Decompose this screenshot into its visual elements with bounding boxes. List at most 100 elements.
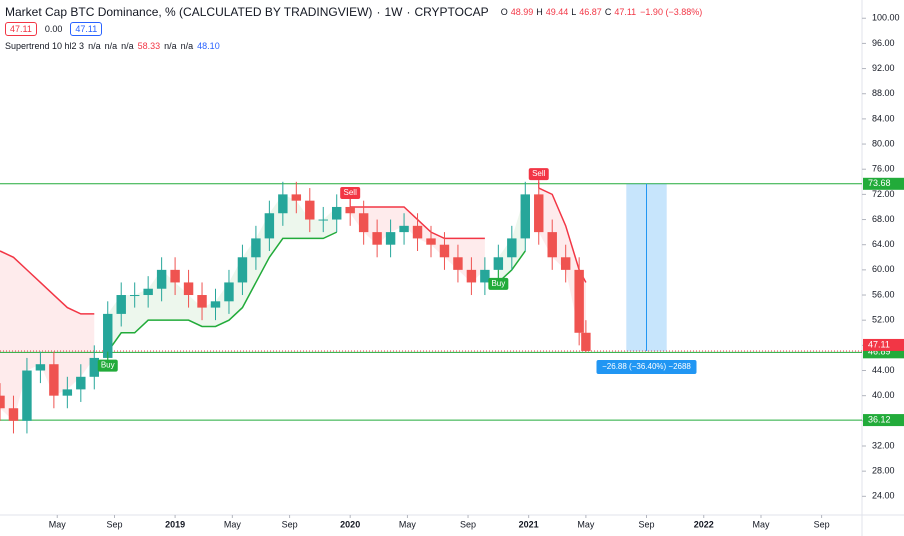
indicator-name[interactable]: Supertrend 10 hl2 3 <box>5 40 85 51</box>
candle-body <box>197 295 207 308</box>
candle-body <box>156 269 167 289</box>
candle-body <box>534 194 544 233</box>
candle-body <box>305 200 315 220</box>
level-tag <box>863 414 904 427</box>
candle-body <box>560 257 571 270</box>
indicator-value: n/a <box>104 40 118 51</box>
y-tick-label: 28.00 <box>872 466 895 476</box>
ohlc-value: 48.99 <box>510 6 534 17</box>
candle-body <box>332 206 342 220</box>
x-tick-label: 2021 <box>519 519 539 529</box>
candle-body <box>210 301 221 308</box>
x-tick-label: May <box>577 519 595 529</box>
price-axis <box>862 0 904 536</box>
candle-body <box>143 288 153 296</box>
candle-body <box>8 408 19 421</box>
candle-body <box>574 269 584 333</box>
candle-body <box>89 357 99 377</box>
candle-body <box>170 269 180 283</box>
ohlc-value: 47.11 <box>614 6 637 17</box>
candle-body <box>103 313 113 358</box>
chart-title: Market Cap BTC Dominance, % (CALCULATED … <box>5 4 373 19</box>
x-tick-label: 2019 <box>165 519 185 529</box>
y-tick-label: 60.00 <box>872 264 895 274</box>
indicator-value: n/a <box>180 40 194 51</box>
signal-box <box>528 168 549 181</box>
trend-fill <box>0 250 95 421</box>
interval[interactable]: 1W <box>384 4 403 19</box>
y-tick-label: 72.00 <box>872 189 895 199</box>
candle-body <box>62 389 73 396</box>
indicator-legend: Supertrend 10 hl2 3 n/a n/a n/a 58.33 n/a n/a… <box>5 37 702 54</box>
indicator-value: n/a <box>164 40 177 51</box>
indicator-value: n/a <box>121 40 134 51</box>
candle-body <box>385 232 396 245</box>
price-label: 47.11 <box>868 339 890 349</box>
signal-box <box>340 186 361 199</box>
badge: 47.11 <box>5 21 37 36</box>
ohlc-key: L <box>571 6 577 17</box>
y-tick-label: 76.00 <box>872 164 895 174</box>
trend-fill <box>538 188 586 351</box>
signal-label: Sell <box>532 169 546 178</box>
measure-tag <box>596 359 697 374</box>
candle-body <box>35 364 46 371</box>
legend: Market Cap BTC Dominance, % (CALCULATED … <box>5 3 702 54</box>
level-label: 73.68 <box>868 178 891 188</box>
candle-body <box>466 269 477 283</box>
x-tick-label: Sep <box>282 519 298 529</box>
x-tick-label: Sep <box>638 519 654 529</box>
candle-body <box>183 282 194 296</box>
title-row: Market Cap BTC Dominance, % (CALCULATED … <box>5 3 702 20</box>
signal-box <box>97 359 118 372</box>
badges: 47.11 0.00 47.11 <box>5 20 702 37</box>
y-tick-label: 88.00 <box>872 88 895 98</box>
candle-body <box>345 206 355 214</box>
x-tick-label: Sep <box>460 519 476 529</box>
candle-body <box>224 282 234 302</box>
y-tick-label: 80.00 <box>872 138 895 148</box>
candle-body <box>399 225 409 233</box>
ohlc-key: O <box>500 6 508 17</box>
ohlc-value: 49.44 <box>545 6 569 17</box>
y-tick-label: 100.00 <box>872 13 900 23</box>
signal-label: Buy <box>491 279 505 288</box>
x-tick-label: May <box>224 519 242 529</box>
candle-body <box>237 257 248 283</box>
candle-body <box>22 370 32 421</box>
level-tag <box>863 177 904 190</box>
candle-body <box>547 232 557 258</box>
indicator-value: 48.10 <box>197 40 220 51</box>
candle-body <box>412 225 423 239</box>
level-label: 46.89 <box>868 347 891 357</box>
ohlc: O 48.99 H 49.44 L 46.87 C 47.11 <box>501 7 636 17</box>
y-tick-label: 40.00 <box>872 390 895 400</box>
candle-body <box>251 238 261 258</box>
candle-body <box>278 194 288 214</box>
y-tick-label: 24.00 <box>872 491 895 501</box>
candle-body <box>49 364 59 396</box>
level-label: 36.12 <box>868 414 891 424</box>
candle-body <box>480 269 490 283</box>
candle-body <box>129 295 140 297</box>
y-tick-label: 44.00 <box>872 365 895 375</box>
indicator-value: 58.33 <box>137 40 161 51</box>
price-tag <box>863 338 904 351</box>
trend-fill <box>350 206 485 283</box>
candle-body <box>439 244 450 258</box>
candle-body <box>264 213 275 239</box>
candle-body <box>581 332 591 351</box>
candle-body <box>507 238 517 258</box>
candle-body <box>372 232 382 245</box>
ohlc-key: H <box>536 6 543 17</box>
candle-body <box>116 295 126 314</box>
candle-body <box>0 395 5 409</box>
candle-body <box>358 213 369 233</box>
candle-body <box>318 219 328 221</box>
signal-label: Sell <box>344 188 358 197</box>
y-tick-label: 64.00 <box>872 239 895 249</box>
candle-body <box>520 194 530 239</box>
badge: 47.11 <box>70 21 103 36</box>
